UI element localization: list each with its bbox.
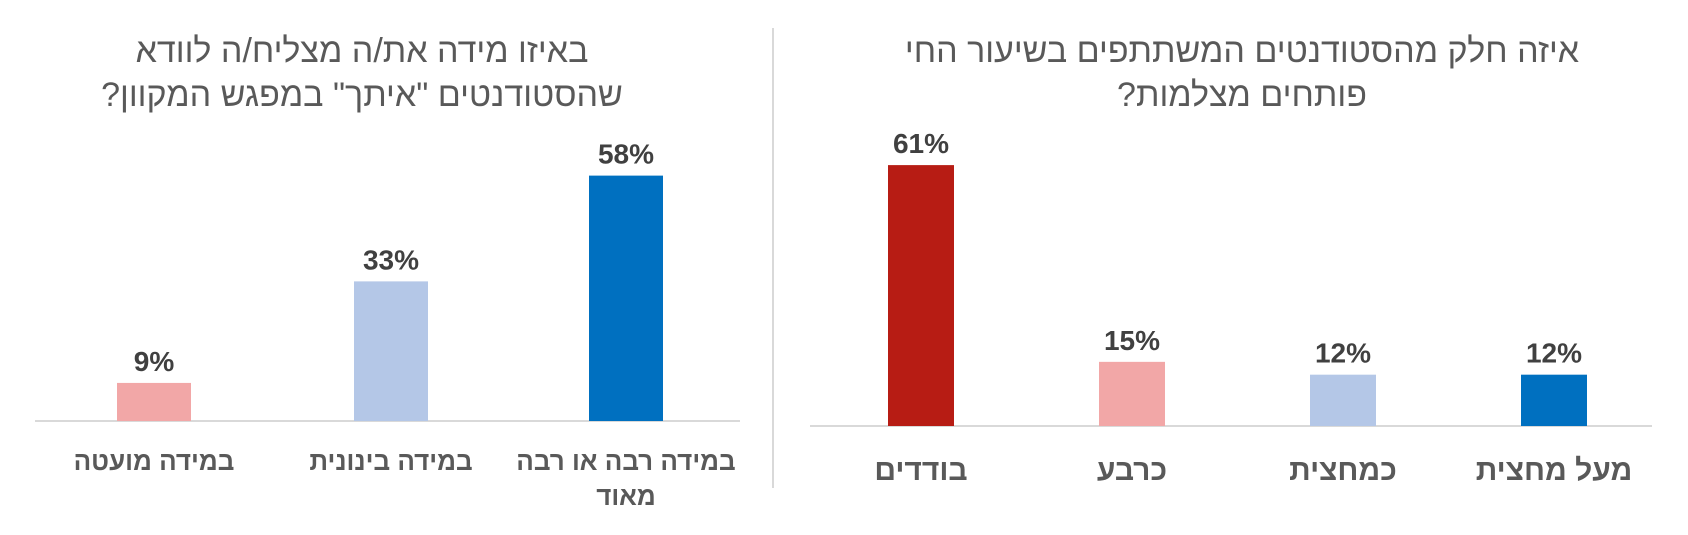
left-chart-title-line-1: באיזו מידה את/ה מצליח/ה לוודא — [136, 32, 589, 70]
data-label: 58% — [598, 139, 654, 170]
bar — [117, 382, 191, 421]
left-chart: באיזו מידה את/ה מצליח/ה לוודא שהסטודנטים… — [35, 32, 740, 511]
data-label: 15% — [1104, 325, 1160, 356]
bar — [1521, 374, 1587, 426]
category-label: בודדים — [874, 454, 967, 487]
left-chart-title-line-2: שהסטודנטים "איתך" במפגש המקוון? — [101, 76, 623, 114]
data-label: 12% — [1315, 338, 1371, 369]
data-label: 33% — [363, 244, 419, 275]
bar — [354, 281, 428, 421]
category-label: במידה מועטה — [74, 446, 235, 476]
data-label: 12% — [1526, 338, 1582, 369]
data-label: 9% — [134, 346, 175, 377]
category-label: במידה בינונית — [309, 446, 472, 476]
bar — [1310, 374, 1376, 426]
right-chart-bars: 61% בודדים 15% כרבע 12% כמחצית 12% מעל מחצית — [874, 128, 1632, 487]
right-chart-title-line-1: איזה חלק מהסטודנטים המשתתפים בשיעור החי — [905, 32, 1579, 70]
right-chart-title-line-2: פותחים מצלמות? — [1117, 76, 1367, 114]
bar — [589, 175, 663, 421]
category-label: במידה רבה או רבה — [516, 446, 735, 476]
category-label: מאוד — [596, 481, 656, 511]
category-label: כמחצית — [1289, 454, 1397, 487]
bar — [888, 165, 954, 426]
category-label: מעל מחצית — [1476, 454, 1633, 487]
category-label: כרבע — [1097, 454, 1167, 487]
left-chart-bars: 9% במידה מועטה 33% במידה בינונית 58% במידה רב… — [74, 139, 736, 511]
data-label: 61% — [893, 128, 949, 159]
right-chart: איזה חלק מהסטודנטים המשתתפים בשיעור החי … — [810, 32, 1652, 487]
bar — [1099, 361, 1165, 426]
